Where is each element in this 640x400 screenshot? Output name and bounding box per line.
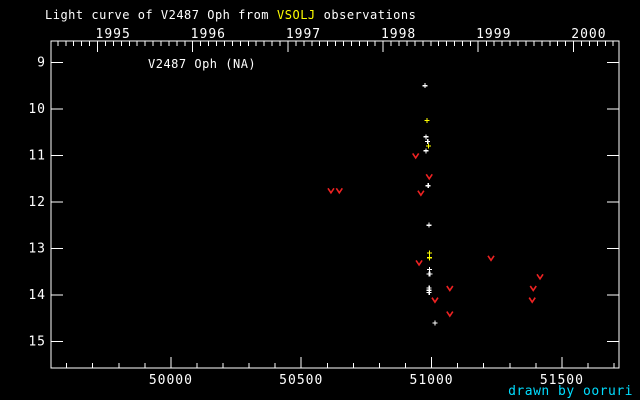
upper-limits-red-marker: [415, 259, 423, 267]
top-axis-year-label: 1996: [191, 27, 226, 42]
detections-yellow-point: [426, 250, 432, 256]
upper-limits-red-marker: [446, 285, 454, 292]
chart-title-prefix: Light curve of V2487 Oph from: [45, 8, 270, 22]
left-axis-mag-label: 12: [28, 195, 46, 210]
upper-limits-red-marker: [431, 297, 439, 304]
detections-white-point: [432, 320, 438, 326]
detections-white-point: [422, 83, 428, 89]
upper-limits-red-marker: [412, 152, 420, 160]
top-axis-year-label: 2000: [571, 27, 606, 42]
detections-white-point: [425, 138, 431, 144]
upper-limits-red-marker: [536, 273, 544, 281]
top-axis-year-label: 1997: [286, 27, 321, 42]
detections-white-point: [423, 134, 429, 140]
upper-limits-red-marker: [417, 190, 425, 197]
upper-limits-red-marker: [327, 187, 335, 195]
left-axis-mag-label: 15: [28, 334, 46, 349]
left-axis-mag-label: 11: [28, 148, 46, 163]
bottom-axis-jd-label: 50000: [149, 373, 193, 388]
detections-white-point: [427, 271, 433, 277]
bottom-axis-jd-label: 50500: [279, 373, 323, 388]
bottom-axis-jd-label: 51000: [410, 373, 454, 388]
detections-yellow-point: [425, 143, 431, 149]
plot-frame: [50, 40, 620, 369]
left-axis-mag-label: 13: [28, 241, 46, 256]
detections-yellow-point: [424, 118, 430, 124]
upper-limits-red-marker: [528, 297, 536, 304]
detections-white-point: [425, 183, 431, 189]
detections-white-point: [426, 222, 432, 228]
bottom-axis-jd-label: 51500: [540, 373, 584, 388]
left-axis-mag-label: 9: [37, 55, 46, 70]
top-axis-year-label: 1999: [476, 27, 511, 42]
credit-text: drawn by ooruri: [508, 384, 633, 399]
upper-limits-red-marker: [529, 285, 537, 292]
top-axis-year-label: 1998: [381, 27, 416, 42]
detections-white-point: [423, 148, 429, 154]
left-axis-mag-label: 14: [28, 288, 46, 303]
top-axis-year-label: 1995: [96, 27, 131, 42]
upper-limits-red-marker: [446, 311, 454, 318]
object-name-label: V2487 Oph (NA): [148, 57, 257, 71]
chart-title-highlight-vsolj: VSOLJ: [277, 8, 316, 22]
chart-title: Light curve of V2487 Oph from VSOLJ observ…: [45, 8, 416, 22]
upper-limits-red-marker: [487, 255, 495, 262]
detections-white-point: [426, 290, 432, 296]
upper-limits-red-marker: [335, 187, 343, 195]
detections-white-point: [426, 266, 432, 272]
chart-title-suffix: observations: [323, 8, 417, 22]
upper-limits-red-marker: [425, 173, 433, 181]
left-axis-mag-label: 10: [28, 102, 46, 117]
detections-yellow-point: [426, 255, 432, 261]
